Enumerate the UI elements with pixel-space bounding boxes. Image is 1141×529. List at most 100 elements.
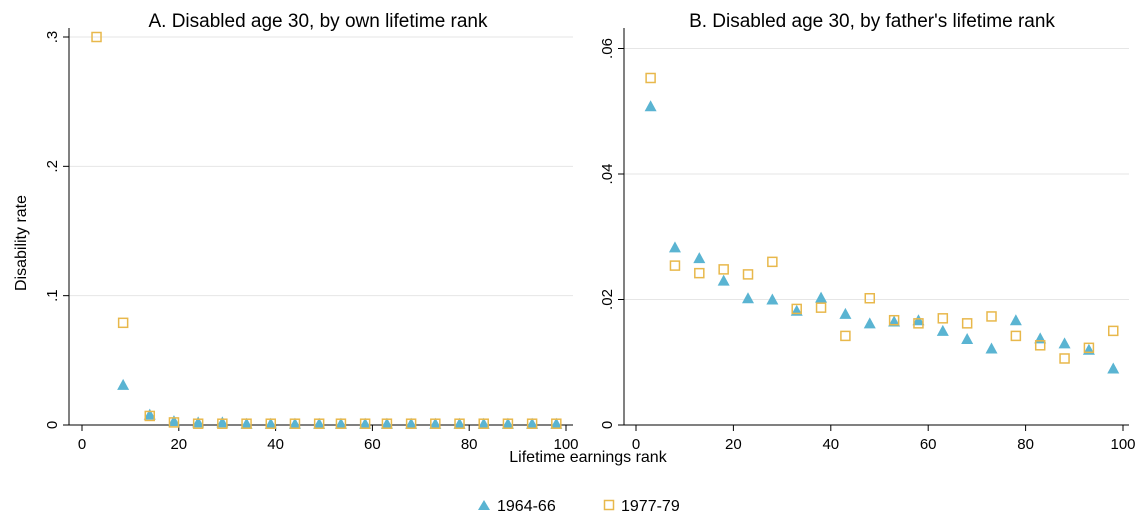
point-1964-66 [961,333,974,345]
point-1964-66 [1107,362,1120,374]
point-1977-79 [430,418,441,429]
point-1964-66 [405,417,418,429]
point-1964-66 [839,307,852,319]
legend-label-1977-79: 1977-79 [621,498,680,515]
point-1977-79 [192,418,204,429]
point-1964-66 [912,314,925,326]
point-1977-79 [168,417,180,428]
point-1964-66 [888,315,901,327]
point-1977-79 [313,418,325,429]
panel-b-x-ticks: 0 20 40 60 80 100 [632,425,1136,453]
point-1977-79 [669,260,681,271]
point-1977-79 [718,264,729,275]
point-1964-66 [936,324,949,336]
point-1964-66 [644,100,657,112]
point-1964-66 [216,416,229,428]
point-1977-79 [381,418,393,429]
point-1977-79 [91,31,102,43]
panel-b: B. Disabled age 30, by father's lifetime… [599,11,1136,453]
y-tick-label: .04 [599,164,616,185]
y-tick-label: .2 [44,160,61,173]
y-tick-label: .3 [44,31,61,44]
point-1977-79 [937,313,949,324]
point-1964-66 [742,292,755,304]
point-1964-66 [477,417,490,429]
point-1977-79 [502,418,514,429]
point-1977-79 [888,314,900,326]
panel-a-grid [69,36,573,297]
point-1964-66 [167,415,180,427]
point-1977-79 [1034,340,1046,351]
panel-a-x-ticks: 0 20 40 60 80 100 [78,425,579,453]
point-1964-66 [313,417,326,429]
y-tick-label: .06 [599,38,616,59]
point-1977-79 [767,256,778,268]
point-1964-66 [526,417,539,429]
point-1964-66 [550,417,563,429]
y-tick-label: .1 [44,289,61,302]
point-1964-66 [117,378,130,390]
point-1977-79 [1083,342,1095,354]
point-1977-79 [840,330,851,342]
point-1977-79 [986,311,997,322]
point-1964-66 [1058,337,1071,349]
y-tick-label: .02 [599,289,616,310]
legend-label-1964-66: 1964-66 [497,498,556,515]
point-1977-79 [1059,353,1070,364]
point-1964-66 [815,291,828,303]
panel-b-grid [624,48,1129,300]
point-1964-66 [380,417,393,429]
point-1977-79 [405,418,417,429]
point-1977-79 [815,302,827,313]
point-1964-66 [143,408,156,420]
y-tick-label: 0 [599,421,616,429]
legend-square-icon [603,499,615,511]
x-tick-label: 40 [267,436,284,453]
point-1977-79 [335,418,347,429]
panel-a-title: A. Disabled age 30, by own lifetime rank [148,11,488,32]
x-tick-label: 0 [78,436,86,453]
point-1977-79 [645,72,656,84]
point-1964-66 [501,417,514,429]
point-1977-79 [117,317,129,329]
point-1977-79 [144,410,156,422]
panel-a-y-ticks: 0 .1 .2 .3 [44,31,69,429]
panel-a-marks [91,31,563,429]
point-1964-66 [863,317,876,329]
y-axis-label: Disability rate [13,195,30,291]
point-1977-79 [241,418,252,429]
point-1964-66 [240,417,253,429]
point-1977-79 [1108,325,1119,337]
point-1977-79 [551,418,562,429]
x-tick-label: 100 [553,436,578,453]
point-1977-79 [289,418,301,429]
point-1977-79 [478,418,489,429]
x-axis-label: Lifetime earnings rank [509,449,667,466]
legend-triangle-icon [478,500,490,510]
x-tick-label: 80 [1017,436,1034,453]
panel-a: A. Disabled age 30, by own lifetime rank… [44,11,579,453]
point-1977-79 [454,418,465,429]
point-1964-66 [693,252,706,264]
point-1964-66 [429,417,442,429]
legend: 1964-66 1977-79 [478,498,680,515]
point-1964-66 [192,416,205,428]
point-1977-79 [359,418,371,429]
x-tick-label: 60 [920,436,937,453]
panel-b-marks [644,72,1120,374]
point-1964-66 [264,417,277,429]
point-1977-79 [526,418,538,429]
point-1964-66 [334,417,347,429]
point-1977-79 [961,318,973,329]
x-tick-label: 100 [1110,436,1135,453]
point-1977-79 [217,418,228,429]
y-tick-label: 0 [44,421,61,429]
point-1964-66 [668,241,681,253]
point-1964-66 [288,417,301,429]
point-1977-79 [864,292,876,304]
point-1977-79 [265,418,277,429]
point-1964-66 [359,417,372,429]
x-tick-label: 60 [364,436,381,453]
x-tick-label: 40 [822,436,839,453]
